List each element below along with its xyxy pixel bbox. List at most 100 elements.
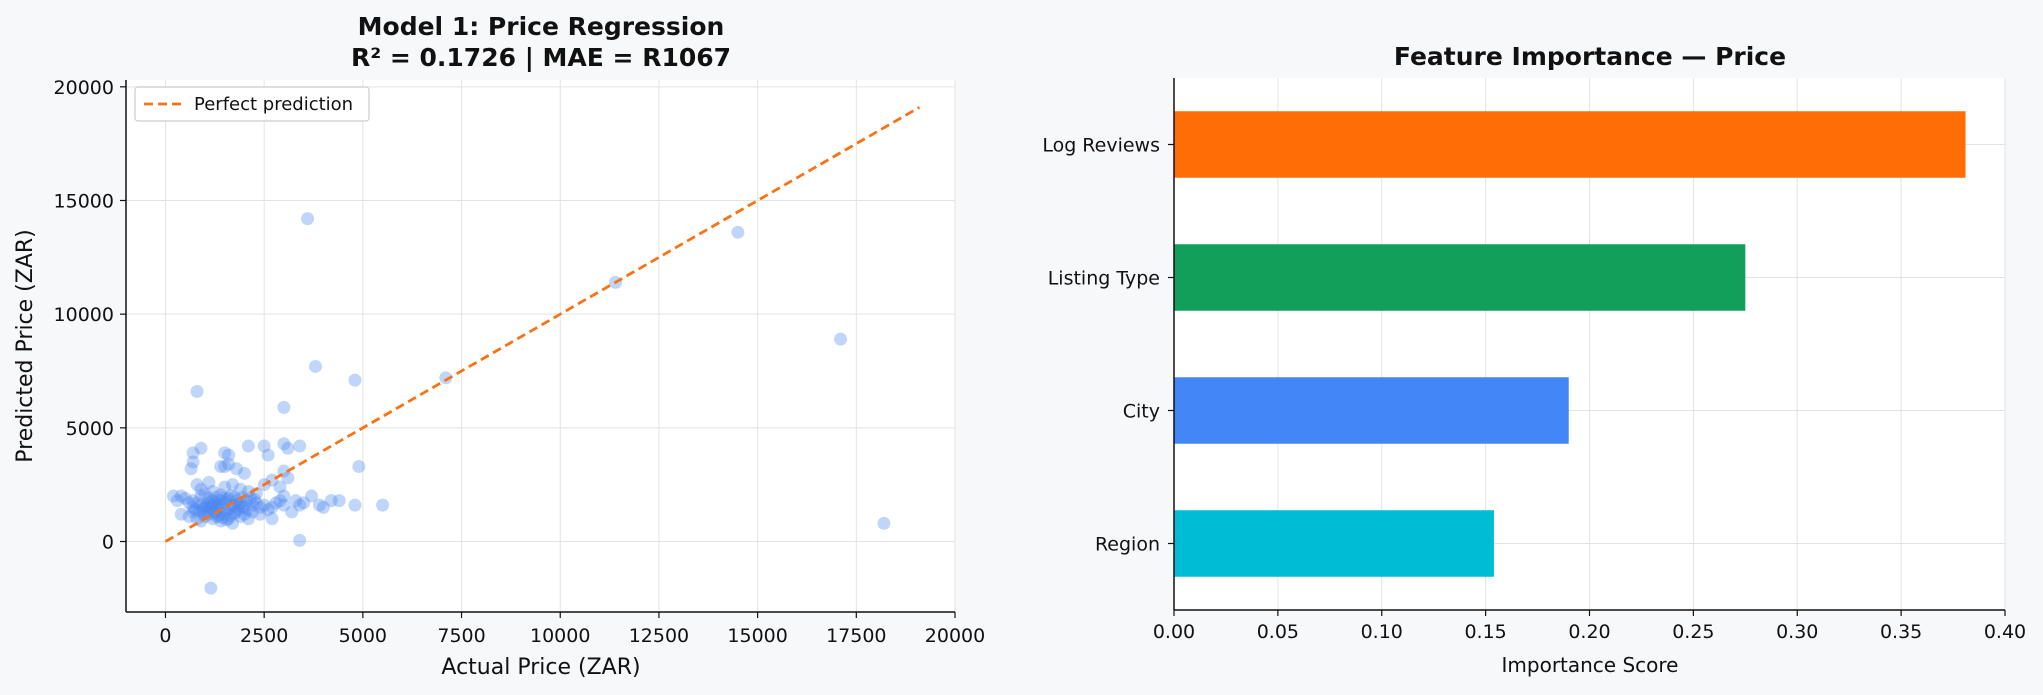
scatter-point: [192, 504, 206, 518]
scatter-point: [269, 496, 283, 510]
scatter-point: [376, 498, 390, 512]
scatter-point: [235, 500, 249, 514]
scatter-point: [222, 448, 236, 462]
scatter-point: [226, 478, 240, 492]
scatter-point: [228, 490, 242, 504]
scatter-y-ticks: 0 5000 10000 15000 20000: [54, 77, 126, 554]
x-tick-label: 0.10: [1361, 621, 1403, 643]
scatter-point: [261, 448, 275, 462]
scatter-point: [237, 500, 251, 514]
scatter-point: [206, 494, 220, 508]
x-tick-label: 17500: [826, 625, 886, 647]
scatter-point: [241, 439, 255, 453]
scatter-point: [228, 506, 242, 520]
x-tick-label: 10000: [530, 625, 590, 647]
scatter-point: [188, 503, 202, 517]
scatter-point: [237, 507, 251, 521]
x-tick-label: 5000: [339, 625, 387, 647]
scatter-point: [261, 503, 275, 517]
scatter-point: [220, 504, 234, 518]
scatter-point: [243, 491, 257, 505]
scatter-point: [439, 371, 453, 385]
category-label: Log Reviews: [1042, 135, 1160, 157]
scatter-point: [190, 512, 204, 526]
scatter-y-axis-label: Predicted Price (ZAR): [13, 229, 38, 463]
x-tick-label: 12500: [629, 625, 689, 647]
scatter-point: [224, 508, 238, 522]
x-tick-label: 20000: [925, 625, 985, 647]
scatter-point: [222, 457, 236, 471]
x-tick-label: 0.20: [1568, 621, 1610, 643]
scatter-point: [289, 494, 303, 508]
bar-category-labels: Log Reviews Listing Type City Region: [1042, 135, 1174, 556]
scatter-point: [233, 496, 247, 510]
scatter-point: [237, 466, 251, 480]
x-tick-label: 15000: [727, 625, 787, 647]
scatter-point: [348, 373, 362, 387]
y-tick-label: 5000: [66, 418, 114, 440]
scatter-point: [218, 507, 232, 521]
scatter-point: [198, 487, 212, 501]
x-tick-label: 2500: [240, 625, 288, 647]
scatter-title: Model 1: Price Regression: [358, 12, 725, 41]
scatter-point: [186, 500, 200, 514]
y-tick-label: 10000: [54, 304, 114, 326]
category-label: Region: [1095, 534, 1160, 556]
x-tick-label: 0.00: [1153, 621, 1195, 643]
scatter-point: [245, 498, 259, 512]
scatter-point: [194, 489, 208, 503]
scatter-point: [218, 446, 232, 460]
scatter-point: [265, 500, 279, 514]
scatter-point: [220, 492, 234, 506]
scatter-point: [214, 514, 228, 528]
scatter-point: [834, 332, 848, 346]
scatter-point: [216, 511, 230, 525]
scatter-point: [222, 491, 236, 505]
scatter-point: [257, 498, 271, 512]
bar: [1174, 244, 1746, 311]
scatter-x-axis-label: Actual Price (ZAR): [441, 655, 640, 680]
scatter-point: [214, 488, 228, 502]
scatter-point: [166, 489, 180, 503]
category-label: City: [1123, 401, 1160, 423]
scatter-subtitle: R² = 0.1726 | MAE = R1067: [351, 43, 731, 72]
scatter-point: [170, 494, 184, 508]
scatter-point: [245, 505, 259, 519]
scatter-plot-area: [126, 80, 955, 612]
scatter-point: [208, 496, 222, 510]
y-tick-label: 15000: [54, 190, 114, 212]
scatter-point: [214, 494, 228, 508]
scatter-point: [194, 441, 208, 455]
scatter-point: [277, 437, 291, 451]
scatter-point: [174, 489, 188, 503]
scatter-point: [200, 504, 214, 518]
y-tick-label: 20000: [54, 77, 114, 99]
x-tick-label: 7500: [437, 625, 485, 647]
scatter-point: [184, 462, 198, 476]
scatter-point: [731, 225, 745, 239]
category-label: Listing Type: [1048, 268, 1160, 290]
scatter-point: [186, 494, 200, 508]
scatter-point: [305, 489, 319, 503]
scatter-x-ticks: 0 2500 5000 7500 10000 12500 15000 17500 20000: [159, 612, 985, 647]
scatter-point: [312, 498, 326, 512]
scatter-point: [241, 512, 255, 526]
bar-x-axis-label: Importance Score: [1502, 653, 1679, 677]
scatter-point: [198, 500, 212, 514]
x-tick-label: 0.40: [1984, 621, 2026, 643]
scatter-point: [204, 502, 218, 516]
scatter-point: [253, 500, 267, 514]
x-tick-label: 0.15: [1464, 621, 1506, 643]
scatter-point: [247, 492, 261, 506]
x-tick-label: 0: [159, 625, 171, 647]
scatter-point: [220, 513, 234, 527]
scatter-point: [212, 497, 226, 511]
scatter-point: [222, 512, 236, 526]
feature-importance-title: Feature Importance — Price: [1394, 42, 1786, 71]
scatter-point: [232, 497, 246, 511]
scatter-point: [230, 462, 244, 476]
feature-importance-chart: 0.00 0.05 0.10 0.15 0.20 0.25 0.30 0.35 0.40 Log…: [1042, 42, 2026, 677]
scatter-point: [194, 498, 208, 512]
scatter-point: [210, 490, 224, 504]
scatter-point: [265, 512, 279, 526]
